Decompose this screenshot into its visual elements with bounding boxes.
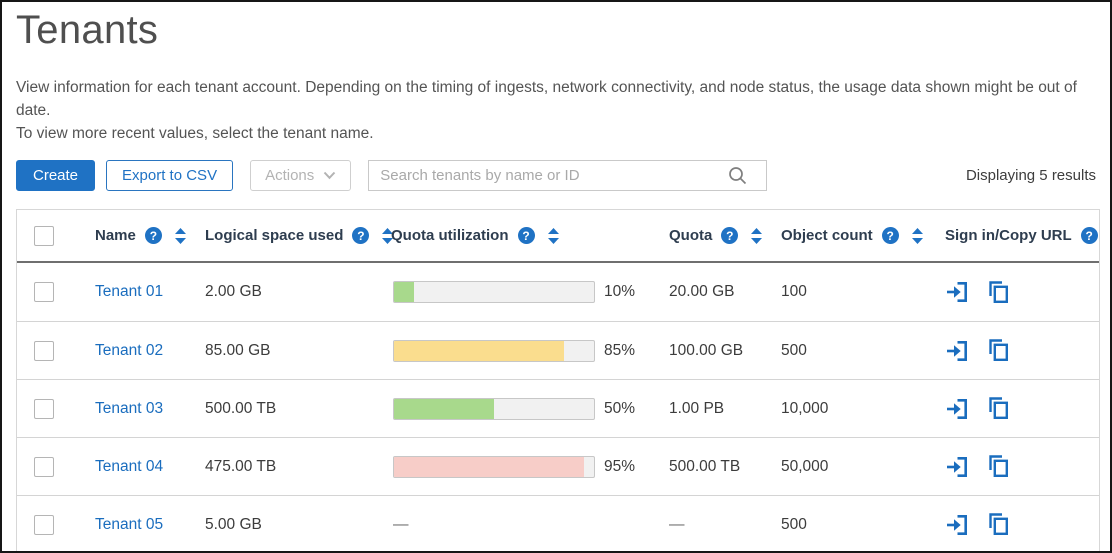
quota-value: 1.00 PB <box>669 399 725 417</box>
actions-label: Actions <box>265 167 315 184</box>
sort-icon[interactable] <box>174 227 186 244</box>
page-description-line1: View information for each tenant account… <box>16 79 1077 119</box>
table-row: Tenant 04 475.00 TB 95% 500.00 TB 50,000 <box>17 437 1099 495</box>
logical-space-used-value: 85.00 GB <box>205 341 271 359</box>
table-row: Tenant 03 500.00 TB 50% 1.00 PB 10,000 <box>17 379 1099 437</box>
results-summary: Displaying 5 results <box>965 167 1096 184</box>
row-checkbox[interactable] <box>34 282 54 302</box>
column-header-quota-utilization: Quota utilization ? <box>391 227 669 244</box>
help-icon[interactable]: ? <box>721 227 739 244</box>
create-button[interactable]: Create <box>16 160 96 191</box>
quota-value: 500.00 TB <box>669 457 741 475</box>
quota-value: 20.00 GB <box>669 283 735 300</box>
object-count-value: 500 <box>781 515 807 533</box>
search-box <box>368 160 768 191</box>
quota-utilization-percent: 95% <box>604 457 636 475</box>
search-input[interactable] <box>368 160 768 191</box>
header-checkbox-cell <box>17 225 95 246</box>
column-header-sign-in-copy-url: Sign in/Copy URL ? <box>932 227 1099 244</box>
row-checkbox[interactable] <box>34 514 54 535</box>
logical-space-used-value: 2.00 GB <box>205 283 262 300</box>
sign-in-button[interactable] <box>945 455 969 479</box>
tenants-table: Name ? Logical space used ? Quota utiliz… <box>16 209 1100 551</box>
copy-icon <box>989 513 1009 536</box>
sign-in-icon <box>947 398 967 419</box>
sort-icon[interactable] <box>751 227 763 244</box>
select-all-checkbox[interactable] <box>34 225 54 246</box>
toolbar: Create Export to CSV Actions Displaying … <box>16 160 1096 191</box>
quota-utilization-fill <box>394 282 414 302</box>
tenant-name-link[interactable]: Tenant 02 <box>95 341 164 359</box>
quota-value: — <box>669 515 685 533</box>
column-header-object-count: Object count ? <box>781 227 932 244</box>
sign-in-icon <box>947 282 967 302</box>
copy-icon <box>989 280 1009 303</box>
actions-dropdown-button[interactable]: Actions <box>250 160 352 191</box>
copy-url-button[interactable] <box>987 512 1010 537</box>
sign-in-button[interactable] <box>945 397 969 421</box>
column-header-logical-space: Logical space used ? <box>205 227 394 244</box>
sign-in-button[interactable] <box>945 339 969 363</box>
help-icon[interactable]: ? <box>352 227 370 244</box>
sign-in-button[interactable] <box>945 513 969 537</box>
copy-url-button[interactable] <box>987 338 1010 363</box>
help-icon[interactable]: ? <box>1080 227 1098 244</box>
page-title: Tenants <box>16 8 159 52</box>
sort-icon[interactable] <box>911 227 923 244</box>
page-description-line2: To view more recent values, select the t… <box>16 125 374 142</box>
logical-space-used-value: 475.00 TB <box>205 457 277 475</box>
table-row: Tenant 01 2.00 GB 10% 20.00 GB 100 <box>17 263 1099 321</box>
sign-in-icon <box>947 340 967 361</box>
sign-in-icon <box>947 514 967 535</box>
table-body: Tenant 01 2.00 GB 10% 20.00 GB 100 <box>17 263 1099 551</box>
quota-utilization-percent: 85% <box>604 341 636 359</box>
copy-icon <box>989 339 1009 362</box>
quota-utilization-bar <box>393 281 595 303</box>
quota-utilization-bar <box>393 455 595 478</box>
copy-url-button[interactable] <box>987 396 1010 421</box>
quota-utilization-empty: — <box>393 515 409 533</box>
page-description: View information for each tenant account… <box>16 76 1096 145</box>
logical-space-used-value: 500.00 TB <box>205 399 277 417</box>
quota-utilization-percent: 10% <box>604 283 636 300</box>
quota-utilization-bar <box>393 397 595 420</box>
quota-utilization-bar <box>393 339 595 362</box>
object-count-value: 100 <box>781 283 807 300</box>
quota-utilization-fill <box>394 398 494 419</box>
column-header-quota: Quota ? <box>669 227 781 244</box>
sign-in-button[interactable] <box>945 280 969 304</box>
quota-utilization-fill <box>394 340 564 361</box>
copy-url-button[interactable] <box>987 454 1010 479</box>
sort-icon[interactable] <box>382 227 394 244</box>
logical-space-used-value: 5.00 GB <box>205 515 262 533</box>
tenant-name-link[interactable]: Tenant 01 <box>95 283 164 300</box>
copy-icon <box>989 397 1009 420</box>
quota-value: 100.00 GB <box>669 341 744 359</box>
object-count-value: 50,000 <box>781 457 829 475</box>
chevron-down-icon <box>323 167 336 184</box>
table-row: Tenant 05 5.00 GB — — 500 <box>17 495 1099 551</box>
tenant-name-link[interactable]: Tenant 05 <box>95 515 164 533</box>
table-header-row: Name ? Logical space used ? Quota utiliz… <box>17 210 1099 263</box>
quota-utilization-fill <box>394 456 584 477</box>
copy-url-button[interactable] <box>987 280 1010 305</box>
row-checkbox[interactable] <box>34 398 54 419</box>
table-row: Tenant 02 85.00 GB 85% 100.00 GB 500 <box>17 321 1099 379</box>
sort-icon[interactable] <box>547 227 559 244</box>
help-icon[interactable]: ? <box>881 227 899 244</box>
row-checkbox[interactable] <box>34 340 54 361</box>
copy-icon <box>989 455 1009 478</box>
help-icon[interactable]: ? <box>144 227 162 244</box>
export-to-csv-button[interactable]: Export to CSV <box>106 160 234 191</box>
object-count-value: 500 <box>781 341 807 359</box>
object-count-value: 10,000 <box>781 399 829 417</box>
column-header-name: Name ? <box>95 227 205 244</box>
tenant-name-link[interactable]: Tenant 03 <box>95 399 164 417</box>
sign-in-icon <box>947 456 967 477</box>
help-icon[interactable]: ? <box>517 227 535 244</box>
row-checkbox[interactable] <box>34 456 54 477</box>
tenant-name-link[interactable]: Tenant 04 <box>95 457 164 475</box>
quota-utilization-percent: 50% <box>604 399 636 417</box>
